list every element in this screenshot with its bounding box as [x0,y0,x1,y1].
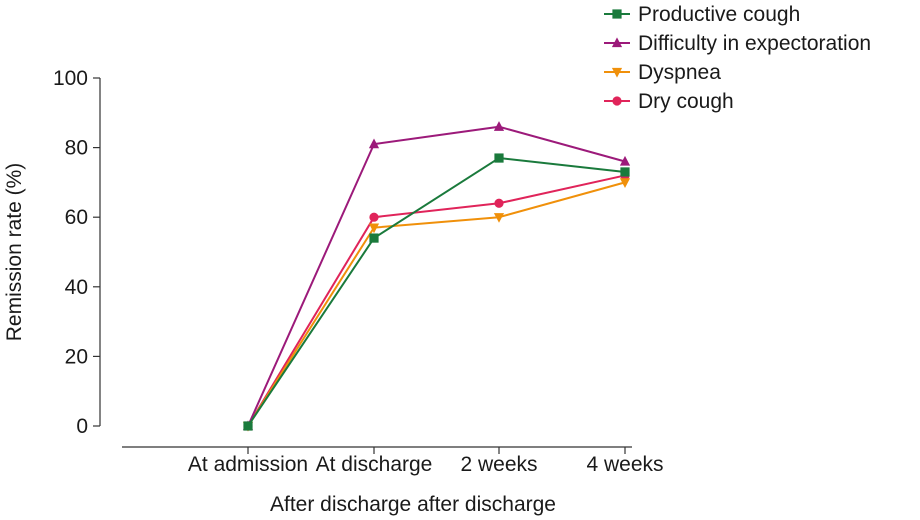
legend-item-dry-cough: Dry cough [604,90,734,113]
y-axis-title: Remission rate (%) [3,163,26,342]
legend-item-difficulty-in-expectoration: Difficulty in expectoration [604,32,871,55]
series-line-productive-cough [247,157,626,427]
data-point-dyspnea-2-weeks [493,213,505,223]
x-axis-title: After discharge after discharge [270,493,556,516]
series-dry-cough [243,170,630,431]
series-line-difficulty-in-expectoration [247,125,626,427]
legend-marker [611,37,623,48]
legend-marker [612,96,622,106]
data-point-productive-cough-4-weeks [620,167,630,177]
legend-item-productive-cough: Productive cough [604,3,800,26]
data-point-productive-cough-at-admission [243,421,253,431]
axes: 0 20 40 60 80 100 At admission At discharge 2 we… [53,67,664,476]
y-tick-label: 80 [65,137,88,160]
x-tick-label-at-admission: At admission [188,453,308,476]
legend-label: Dry cough [638,90,734,113]
x-tick-label-4-weeks: 4 weeks [586,453,663,476]
y-tick-label: 60 [65,206,88,229]
series-line-dyspnea [247,181,626,427]
series-layer [242,121,631,432]
data-point-difficulty-in-expectoration-2-weeks [493,121,505,131]
data-point-productive-cough-2-weeks [494,153,504,163]
legend-marker [612,9,622,19]
legend-label: Dyspnea [638,61,721,84]
series-line-dry-cough [247,174,626,427]
y-tick-label: 20 [65,345,88,368]
legend-item-dyspnea: Dyspnea [604,61,721,84]
y-tick-label: 100 [53,67,88,90]
y-tick-label: 0 [76,415,88,438]
data-point-dyspnea-4-weeks [619,178,631,188]
legend-marker [611,67,623,78]
data-point-difficulty-in-expectoration-at-discharge [368,138,380,149]
series-difficulty-in-expectoration [242,121,631,431]
data-point-difficulty-in-expectoration-4-weeks [619,155,631,166]
series-dyspnea [242,178,631,432]
legend-label: Difficulty in expectoration [638,32,871,55]
data-point-productive-cough-at-discharge [369,233,379,243]
series-productive-cough [243,153,630,431]
data-point-dyspnea-at-discharge [368,223,380,234]
x-tick-label-at-discharge: At discharge [316,453,433,476]
legend: Productive cough Difficulty in expectorat… [604,3,871,113]
data-point-dry-cough-at-discharge [369,212,379,222]
legend-label: Productive cough [638,3,800,26]
y-tick-label: 40 [65,276,88,299]
data-point-dry-cough-2-weeks [494,198,504,208]
x-tick-label-2-weeks: 2 weeks [460,453,537,476]
